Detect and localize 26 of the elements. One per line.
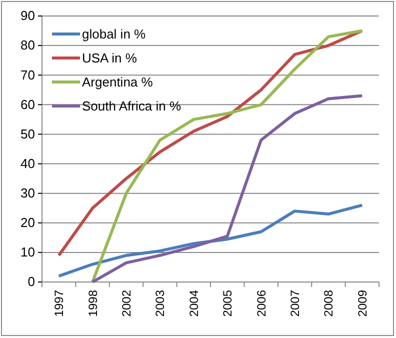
x-tick-label: 2004: [186, 290, 201, 317]
legend-label: USA in %: [82, 50, 138, 66]
y-tick-label: 10: [20, 244, 35, 260]
x-tick-label: 2006: [254, 290, 268, 317]
x-tick-label: 1997: [52, 290, 66, 317]
y-tick-label: 70: [20, 67, 35, 82]
y-tick-label: 20: [20, 215, 35, 230]
legend-label: Argentina %: [82, 74, 154, 90]
x-tick-label: 2009: [355, 290, 370, 317]
x-tick-label: 2003: [153, 290, 168, 317]
y-tick-label: 50: [20, 126, 35, 142]
y-tick-label: 0: [28, 274, 35, 290]
x-tick-label: 2007: [288, 290, 302, 317]
x-tick-label: 2008: [322, 290, 336, 317]
y-tick-label: 80: [20, 38, 35, 53]
legend-label: global in %: [82, 26, 146, 42]
y-tick-label: 40: [20, 156, 35, 171]
line-series: [57, 29, 364, 257]
line-series: [57, 204, 364, 278]
y-tick-label: 90: [20, 8, 35, 24]
x-tick-label: 2002: [119, 290, 134, 317]
y-tick-label: 60: [20, 96, 35, 112]
x-tick-label: 1998: [86, 290, 100, 317]
x-tick-label: 2005: [220, 290, 235, 317]
y-tick-label: 30: [20, 185, 35, 200]
legend-label: South Africa in %: [82, 98, 182, 114]
